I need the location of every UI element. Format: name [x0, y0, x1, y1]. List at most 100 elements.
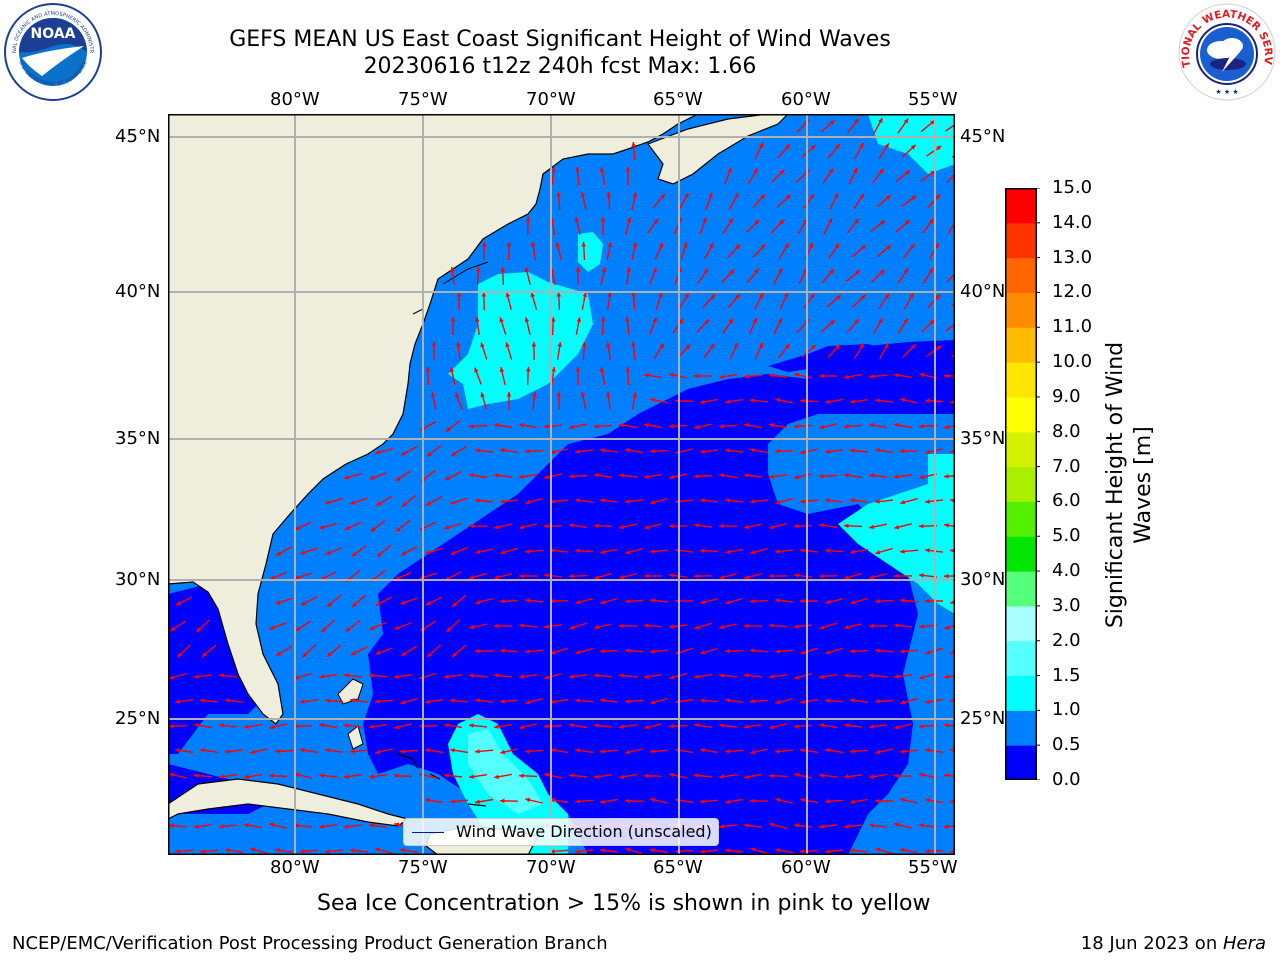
wave-arrow-head	[894, 524, 900, 530]
wave-arrow-head	[450, 550, 456, 555]
wave-arrow-head	[819, 573, 824, 579]
wave-arrow-head	[632, 242, 638, 247]
wave-arrow-head	[650, 598, 655, 603]
wave-arrow-head	[519, 524, 525, 530]
wave-arrow-head	[750, 648, 755, 653]
wave-arrow-head	[869, 673, 874, 678]
wave-arrow-head	[625, 550, 631, 555]
wave-arrow-head	[469, 673, 474, 678]
wave-arrow-head	[859, 193, 864, 199]
wave-arrow-head	[819, 824, 824, 829]
wave-arrow-head	[196, 627, 202, 633]
wave-arrow-head	[710, 294, 716, 300]
wave-arrow-head	[350, 651, 356, 655]
wave-arrow-head	[925, 699, 930, 704]
colorbar-segment	[1005, 675, 1037, 711]
colorbar-label-line1: Significant Height of Wind	[1103, 341, 1128, 629]
wave-arrow-head	[506, 242, 512, 247]
wave-arrow-head	[325, 500, 331, 505]
wave-arrow-head	[650, 700, 656, 705]
wave-arrow-head	[900, 499, 906, 505]
wave-arrow-head	[944, 424, 949, 430]
wave-arrow-head	[900, 549, 905, 554]
wave-arrow-head	[275, 749, 280, 754]
wave-arrow-head	[450, 799, 455, 804]
wave-arrow-head	[894, 573, 899, 579]
wave-arrow-head	[785, 343, 790, 349]
wave-arrow-head	[474, 367, 479, 373]
wave-arrow-head	[944, 474, 949, 479]
wave-arrow-head	[809, 293, 815, 299]
wave-arrow-head	[450, 267, 455, 272]
wave-arrow-head	[844, 374, 849, 379]
wave-arrow-head	[669, 772, 674, 778]
wave-arrow-head	[500, 699, 505, 704]
colorbar-tick-label: 9.0	[1052, 385, 1081, 407]
colorbar-segment	[1005, 362, 1037, 398]
wave-arrow-head	[694, 424, 699, 430]
wave-arrow-head	[599, 167, 605, 172]
wave-arrow-head	[569, 473, 574, 479]
colorbar-tick-label: 14.0	[1052, 211, 1093, 233]
wave-arrow-head	[819, 424, 824, 430]
colorbar-tick-label: 4.0	[1052, 560, 1081, 582]
wave-arrow-head	[225, 749, 230, 754]
wave-arrow-head	[669, 624, 674, 629]
wave-arrow-head	[658, 292, 663, 298]
wave-arrow-head	[550, 598, 555, 604]
wave-arrow-head	[344, 824, 349, 829]
wave-arrow-head	[850, 549, 855, 554]
wave-arrow-head	[819, 773, 824, 778]
wave-arrow-head	[800, 849, 805, 854]
wave-arrow-head	[944, 573, 949, 579]
wave-arrow-head	[844, 575, 850, 580]
wave-arrow-head	[700, 449, 705, 454]
wave-arrow-head	[650, 499, 656, 505]
wave-arrow-head	[725, 848, 730, 853]
wave-arrow-head	[869, 823, 874, 828]
wave-arrow-head	[750, 699, 755, 704]
wave-arrow-head	[778, 318, 783, 323]
wave-arrow-head	[444, 525, 450, 530]
wave-arrow-head	[769, 773, 774, 779]
wave-arrow-head	[519, 623, 524, 628]
wave-arrow-head	[875, 599, 880, 604]
wave-arrow-head	[819, 674, 824, 679]
wave-arrow-head	[170, 626, 176, 631]
wave-arrow-head	[532, 392, 537, 397]
wave-arrow-head	[694, 773, 699, 778]
wave-arrow-head	[775, 649, 780, 654]
wave-arrow-head	[894, 623, 899, 628]
wave-arrow-head	[425, 699, 430, 704]
wave-arrow-head	[825, 599, 831, 605]
wave-arrow-head	[719, 673, 724, 678]
wave-arrow-head	[530, 292, 535, 298]
wave-arrow-head	[269, 575, 275, 580]
wave-arrow-head	[619, 473, 624, 478]
wave-arrow-head	[375, 847, 381, 852]
wave-arrow-head	[894, 773, 899, 779]
wave-arrow-head	[370, 527, 376, 532]
wave-arrow-head	[550, 748, 555, 753]
wave-arrow-head	[944, 523, 949, 528]
wave-arrow-head	[794, 523, 799, 529]
wave-arrow-head	[875, 499, 880, 504]
wave-arrow-head	[456, 292, 462, 297]
wave-arrow-head	[828, 168, 834, 174]
wave-arrow-head	[719, 723, 724, 728]
wave-arrow-head	[850, 498, 855, 503]
colorbar-tick-label: 2.0	[1052, 629, 1081, 651]
wave-arrow-head	[750, 749, 756, 755]
wave-arrow-head	[769, 674, 774, 679]
wave-arrow-head	[653, 218, 659, 224]
wave-arrow-head	[903, 118, 909, 124]
wave-arrow-head	[750, 599, 755, 604]
wave-arrow-head	[556, 292, 562, 297]
nws-stars-icon: ★ ★ ★	[1215, 88, 1238, 96]
wave-arrow-head	[400, 848, 405, 853]
wave-arrow-head	[582, 292, 588, 297]
wave-arrow-head	[402, 502, 407, 507]
wave-arrow-head	[631, 142, 636, 147]
wave-arrow-head	[925, 849, 930, 854]
wave-arrow-head	[825, 498, 830, 503]
